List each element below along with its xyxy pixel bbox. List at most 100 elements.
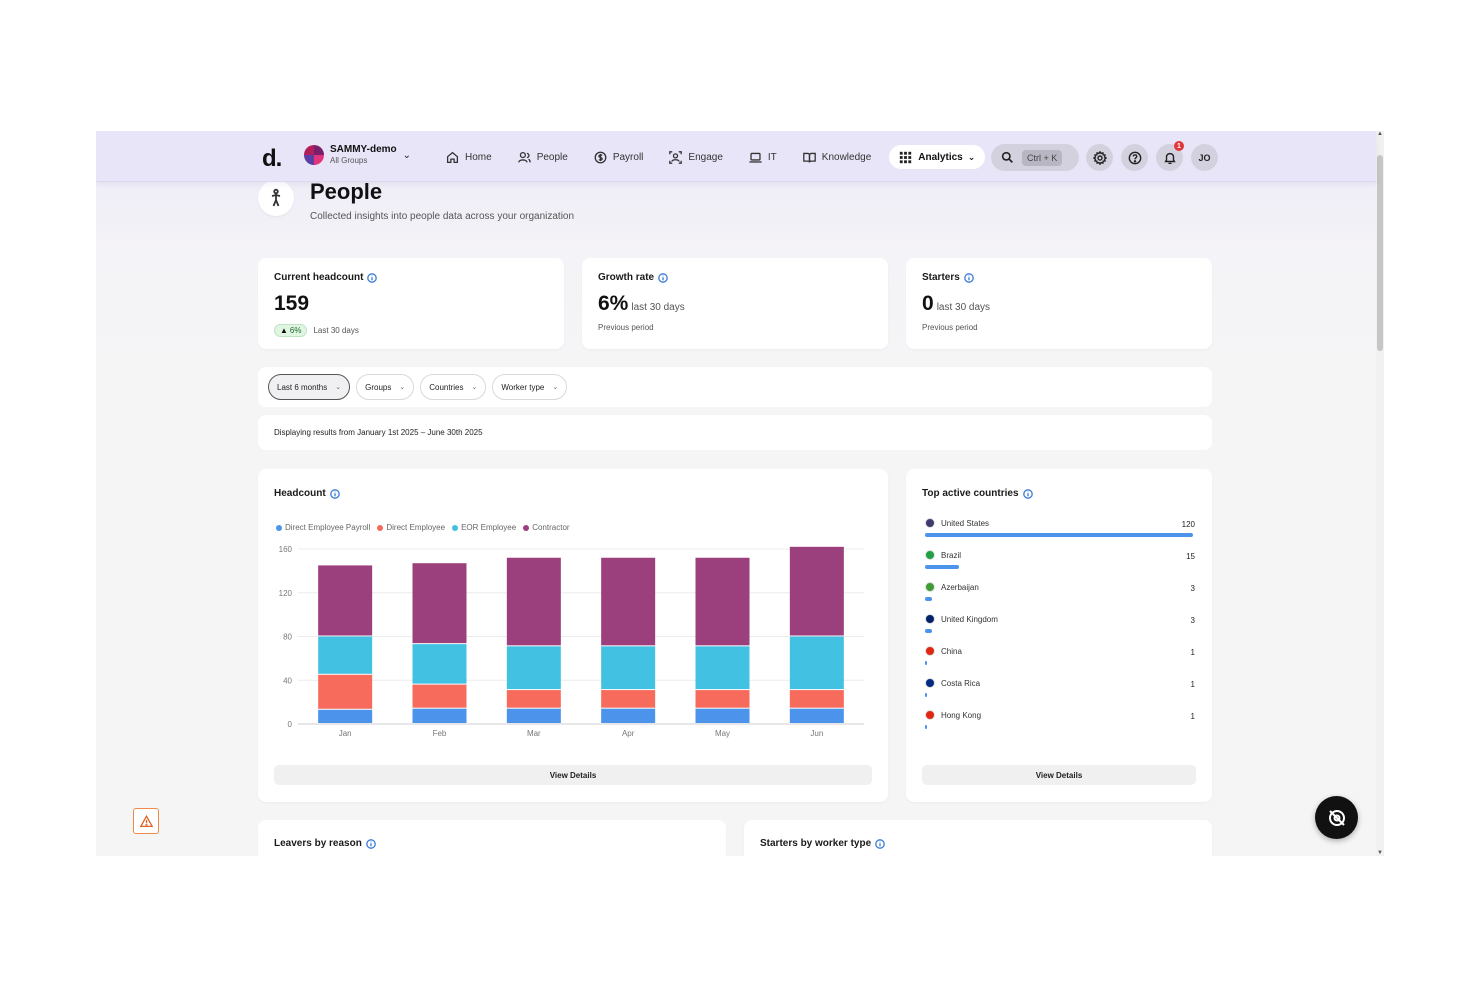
bar-segment[interactable] xyxy=(601,708,656,723)
legend-item[interactable]: EOR Employee xyxy=(452,523,516,532)
chevron-down-icon: ⌄ xyxy=(402,149,412,161)
nav-analytics[interactable]: Analytics ⌄ xyxy=(889,145,986,169)
info-icon[interactable] xyxy=(367,272,378,283)
legend-item[interactable]: Direct Employee xyxy=(377,523,445,532)
nav-home[interactable]: Home xyxy=(446,145,492,169)
country-name: United Kingdom xyxy=(925,614,998,624)
bar-segment[interactable] xyxy=(695,646,750,690)
bar-segment[interactable] xyxy=(318,709,373,723)
warning-button[interactable] xyxy=(133,808,159,834)
info-icon[interactable] xyxy=(1022,488,1033,499)
assistant-fab-button[interactable] xyxy=(1315,796,1358,839)
legend-dot xyxy=(276,524,282,531)
headcount-view-details-button[interactable]: View Details xyxy=(274,765,872,785)
scroll-thumb[interactable] xyxy=(1377,155,1383,351)
filter-countries[interactable]: Countries ⌄ xyxy=(420,374,487,400)
bar-segment[interactable] xyxy=(506,557,561,646)
bar-segment[interactable] xyxy=(789,636,844,690)
filter-worker-type[interactable]: Worker type ⌄ xyxy=(492,374,568,400)
countries-view-details-button[interactable]: View Details xyxy=(922,765,1196,785)
nav-knowledge[interactable]: Knowledge xyxy=(802,145,871,169)
bar-segment[interactable] xyxy=(789,546,844,636)
filter-label: Countries xyxy=(429,382,464,392)
nav-engage-label: Engage xyxy=(688,151,723,163)
nav-engage[interactable]: Engage xyxy=(669,145,723,169)
country-value: 120 xyxy=(1181,520,1195,529)
country-name-text: Hong Kong xyxy=(941,710,982,720)
country-row: United States 120 xyxy=(925,517,1195,529)
bar-segment[interactable] xyxy=(789,690,844,708)
y-tick-label: 0 xyxy=(288,720,293,729)
legend-item[interactable]: Direct Employee Payroll xyxy=(276,523,370,532)
bar-segment[interactable] xyxy=(695,690,750,708)
logo[interactable]: d. xyxy=(262,145,282,172)
kpi-value-row: 6% last 30 days xyxy=(598,292,685,316)
search-button[interactable]: Ctrl + K xyxy=(991,144,1079,171)
info-icon[interactable] xyxy=(329,488,340,499)
kpi-value-row: 0 last 30 days xyxy=(922,292,990,316)
country-item[interactable]: United States 120 xyxy=(925,517,1195,537)
org-switcher[interactable]: SAMMY-demo All Groups ⌄ xyxy=(304,145,411,165)
kpi-growth-rate: Growth rate 6% last 30 days Previous per… xyxy=(582,258,888,349)
user-initials: JO xyxy=(1198,152,1211,163)
payroll-icon xyxy=(594,151,607,163)
settings-button[interactable] xyxy=(1086,144,1113,171)
scroll-down-icon[interactable]: ▼ xyxy=(1377,850,1383,856)
nav-payroll[interactable]: Payroll xyxy=(594,145,643,169)
kpi-value: 6% xyxy=(598,292,629,315)
page-icon xyxy=(258,180,294,216)
y-tick-label: 120 xyxy=(279,589,293,598)
country-item[interactable]: Brazil 15 xyxy=(925,549,1195,569)
kpi-suffix: last 30 days xyxy=(936,302,991,313)
country-item[interactable]: China 1 xyxy=(925,645,1195,665)
filter-groups[interactable]: Groups ⌄ xyxy=(356,374,415,400)
user-avatar-button[interactable]: JO xyxy=(1191,144,1218,171)
bar-segment[interactable] xyxy=(318,674,373,709)
info-icon[interactable] xyxy=(658,272,668,283)
bar-segment[interactable] xyxy=(506,646,561,690)
country-item[interactable]: United Kingdom 3 xyxy=(925,613,1195,633)
bar-segment[interactable] xyxy=(789,708,844,723)
info-icon[interactable] xyxy=(365,838,376,849)
notifications-button[interactable]: 1 xyxy=(1156,141,1184,171)
country-item[interactable]: Azerbaijan 3 xyxy=(925,581,1195,601)
bar-segment[interactable] xyxy=(318,636,373,674)
info-icon[interactable] xyxy=(963,272,974,283)
bar-segment[interactable] xyxy=(601,557,656,646)
page-scrollbar[interactable]: ▲ ▼ xyxy=(1376,131,1384,856)
scroll-up-icon[interactable]: ▲ xyxy=(1377,131,1383,137)
country-item[interactable]: Hong Kong 1 xyxy=(925,709,1195,729)
bar-segment[interactable] xyxy=(318,565,373,636)
bar-segment[interactable] xyxy=(506,690,561,708)
filter-label: Last 6 months xyxy=(277,382,328,392)
bar-segment[interactable] xyxy=(695,557,750,646)
y-tick-label: 80 xyxy=(283,633,292,642)
warning-icon xyxy=(139,814,153,827)
bar-segment[interactable] xyxy=(601,646,656,690)
leavers-by-reason-card: Leavers by reason xyxy=(258,820,726,856)
bar-segment[interactable] xyxy=(412,644,467,684)
filter-period[interactable]: Last 6 months ⌄ xyxy=(268,374,351,400)
assistant-icon xyxy=(1328,809,1345,826)
home-icon xyxy=(446,151,459,163)
nav-it[interactable]: IT xyxy=(749,145,777,169)
bar-segment[interactable] xyxy=(695,708,750,723)
bar-segment[interactable] xyxy=(412,563,467,644)
org-name: SAMMY-demo xyxy=(330,144,397,155)
bar-segment[interactable] xyxy=(506,708,561,723)
bar-segment[interactable] xyxy=(412,684,467,708)
legend-label: Direct Employee Payroll xyxy=(285,523,371,532)
bar-segment[interactable] xyxy=(601,690,656,708)
country-item[interactable]: Costa Rica 1 xyxy=(925,677,1195,697)
bar-segment[interactable] xyxy=(412,708,467,723)
help-button[interactable] xyxy=(1121,144,1148,171)
country-row: Brazil 15 xyxy=(925,549,1195,561)
nav-people[interactable]: People xyxy=(517,145,568,169)
info-icon[interactable] xyxy=(875,838,886,849)
legend-item[interactable]: Contractor xyxy=(523,523,570,532)
legend-label: Direct Employee xyxy=(386,523,446,532)
kpi-trend: ▲ 6% Last 30 days xyxy=(274,324,359,337)
x-tick-label: Feb xyxy=(433,729,447,738)
search-icon xyxy=(1001,151,1013,163)
x-tick-label: May xyxy=(715,729,730,738)
